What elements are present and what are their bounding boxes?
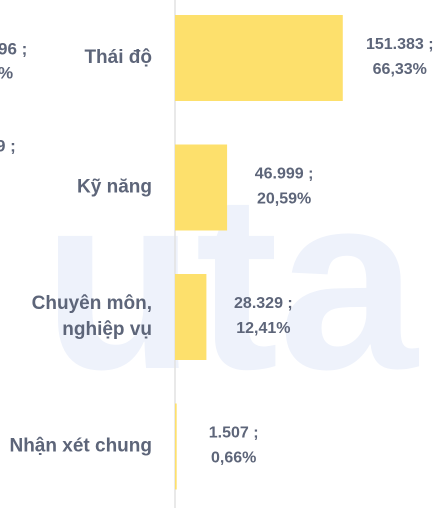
category-label: nghiệp vụ — [62, 319, 152, 340]
value-label: 1.507 ; — [209, 425, 259, 442]
category-label: Thái độ — [84, 47, 152, 68]
percent-label: 66,33% — [373, 61, 427, 78]
cropped-text: 9 ; — [0, 136, 16, 155]
category-label: Nhận xét chung — [9, 436, 152, 457]
bar — [175, 274, 207, 360]
cropped-text: 96 ; — [0, 39, 27, 58]
bar — [175, 144, 228, 231]
category-label: Kỹ năng — [77, 177, 152, 198]
value-label: 151.383 ; — [366, 36, 434, 53]
bar — [175, 403, 177, 490]
bar — [175, 15, 343, 101]
percent-label: 12,41% — [236, 320, 290, 337]
percent-label: 20,59% — [257, 191, 311, 208]
watermark: uta — [43, 142, 420, 421]
value-label: 28.329 ; — [234, 295, 293, 312]
category-label: Chuyên môn, — [32, 293, 152, 314]
value-label: 46.999 ; — [255, 166, 314, 183]
percent-label: 0,66% — [211, 450, 256, 467]
cropped-text: % — [0, 63, 13, 82]
